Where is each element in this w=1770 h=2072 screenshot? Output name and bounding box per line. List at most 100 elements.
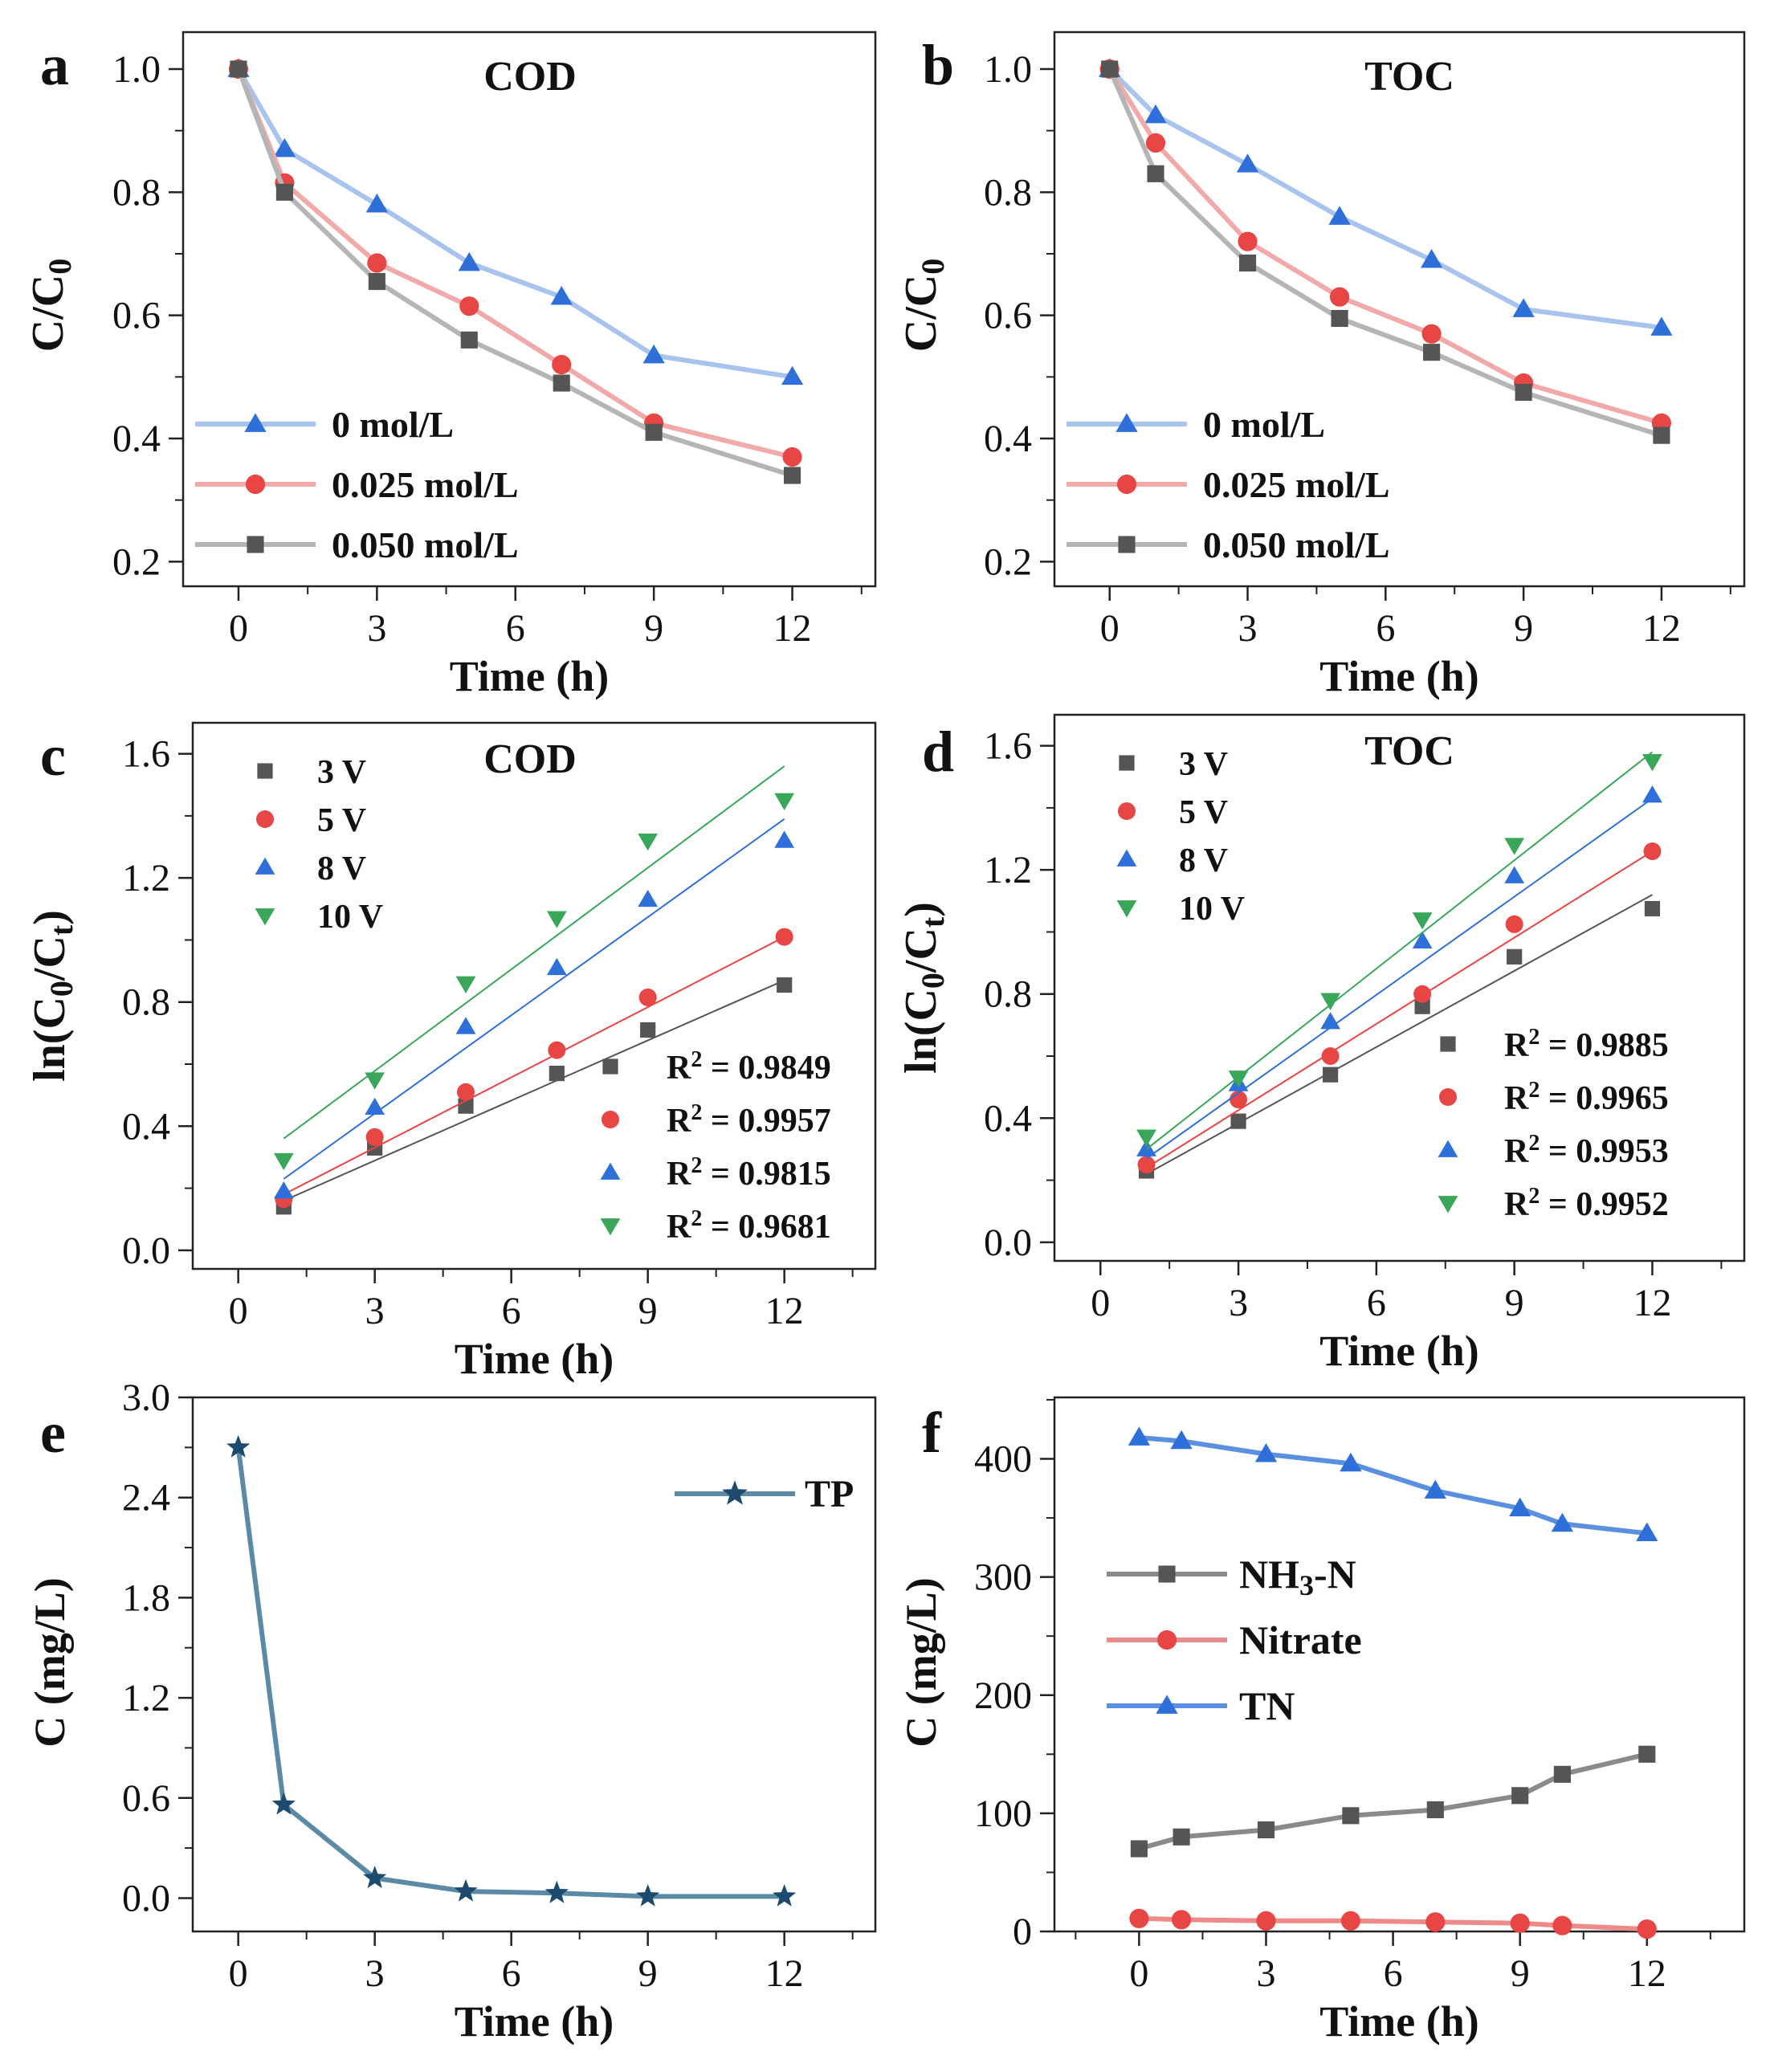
legend-marker [1158, 1565, 1176, 1583]
legend-marker [1115, 413, 1138, 432]
x-tick-label: 12 [1633, 1282, 1671, 1324]
x-tick-label: 3 [367, 607, 386, 650]
data-point [777, 977, 793, 993]
data-point [275, 183, 293, 201]
r2-legend-label: R2 = 0.9957 [667, 1100, 831, 1140]
legend-marker [257, 763, 273, 779]
r2-legend-label: R2 = 0.9681 [667, 1206, 831, 1246]
data-point [273, 1181, 294, 1199]
y-tick-label: 0.4 [122, 1105, 170, 1148]
data-point [549, 1065, 565, 1082]
y-axis-label: ln(C0/Ct) [896, 902, 951, 1074]
series-tp [226, 1434, 797, 1907]
panel-letter: e [40, 1401, 66, 1465]
legend-label: 0.050 mol/L [1203, 524, 1390, 565]
data-point [645, 423, 663, 441]
x-tick-label: 0 [229, 607, 248, 650]
data-point [367, 253, 387, 273]
data-point [782, 447, 802, 467]
legend-marker [1118, 536, 1136, 553]
y-tick-label: 1.0 [112, 48, 161, 91]
data-point [642, 344, 665, 364]
x-tick-label: 9 [638, 1290, 658, 1332]
data-point [271, 1792, 296, 1815]
data-point [546, 911, 567, 928]
legend-label: 0.025 mol/L [332, 464, 519, 505]
data-point [455, 976, 476, 993]
fit-line [283, 818, 785, 1180]
data-point [1342, 1807, 1360, 1825]
y-tick-label: 0.8 [984, 973, 1032, 1016]
series-10-v [1136, 751, 1662, 1150]
data-point [1254, 1442, 1278, 1462]
panel-f: 0 3 6 9 12 0 100 200 300 400 f Time (h) C (mg/L) NH3-… [897, 1396, 1746, 2045]
panel-letter: b [922, 33, 954, 97]
y-tick-label: 1.6 [122, 733, 170, 776]
r2-legend-label: R2 = 0.9885 [1504, 1025, 1669, 1065]
chart-title: TOC [1364, 54, 1454, 100]
data-point [774, 830, 795, 848]
fit-line [1146, 850, 1653, 1169]
series-line [236, 67, 793, 380]
x-tick-label: 9 [644, 607, 663, 650]
x-axis-label: Time (h) [1319, 652, 1479, 700]
x-tick-label: 3 [365, 1290, 385, 1332]
data-point [1171, 1910, 1192, 1930]
chart-title: COD [483, 736, 577, 782]
x-tick-label: 12 [765, 1290, 804, 1332]
plot-frame [191, 1396, 877, 1933]
series-0-mol-l [1099, 58, 1673, 336]
data-point [1130, 1840, 1148, 1858]
data-point [638, 889, 659, 908]
x-axis-label: Time (h) [455, 1997, 614, 2045]
panel-d: 0 3 6 9 12 0.0 0.4 0.8 1.2 1.6 d TOC Time (h) ln(C0/C… [896, 713, 1746, 1375]
x-tick-label: 0 [1100, 607, 1120, 650]
data-point [365, 1097, 385, 1116]
legend-label: 0 mol/L [1203, 404, 1325, 445]
data-point [1507, 948, 1523, 965]
panel-c: 0 3 6 9 12 0.0 0.4 0.8 1.2 1.6 c COD Time (h) ln(C0/C… [25, 721, 877, 1383]
data-point [1653, 426, 1670, 444]
legend-marker [1119, 755, 1135, 771]
data-point [1504, 838, 1525, 855]
data-point [1136, 1129, 1156, 1147]
y-tick-label: 1.2 [122, 857, 170, 899]
data-point [1510, 1913, 1530, 1933]
data-point [1101, 60, 1119, 78]
data-point [1511, 1787, 1529, 1805]
data-point [1228, 1071, 1249, 1088]
data-point [455, 1017, 476, 1034]
legend-label: 0.050 mol/L [332, 524, 519, 565]
y-tick-label: 3.0 [122, 1377, 170, 1419]
data-point [1145, 133, 1166, 153]
data-point [1505, 915, 1523, 933]
fit-line [283, 936, 785, 1196]
y-tick-label: 0.8 [112, 171, 161, 214]
data-point [1638, 1745, 1656, 1763]
data-point [544, 1880, 569, 1903]
r2-legend-marker [1439, 1088, 1457, 1106]
r2-legend-label: R2 = 0.9953 [1504, 1131, 1669, 1171]
data-point [775, 928, 793, 946]
data-point [1329, 287, 1350, 307]
data-point [1321, 1047, 1340, 1065]
r2-legend-label: R2 = 0.9952 [1504, 1184, 1669, 1224]
series-line [1107, 67, 1662, 426]
series-line [236, 67, 793, 478]
data-point [1320, 993, 1340, 1010]
data-point [1424, 1479, 1446, 1499]
legend-label: 8 V [1179, 842, 1228, 879]
data-point [1320, 1012, 1340, 1030]
series-0-050-mol-l [230, 60, 801, 484]
data-point [638, 833, 659, 851]
legend-marker [1156, 1695, 1178, 1714]
data-point [1636, 1522, 1658, 1542]
data-point [365, 1128, 384, 1146]
y-tick-label: 300 [974, 1556, 1032, 1599]
data-point [1551, 1512, 1574, 1532]
legend-label: 3 V [317, 754, 366, 791]
legend-label: TP [805, 1473, 854, 1515]
y-tick-label: 0.0 [122, 1877, 170, 1919]
data-point [1637, 1919, 1657, 1939]
